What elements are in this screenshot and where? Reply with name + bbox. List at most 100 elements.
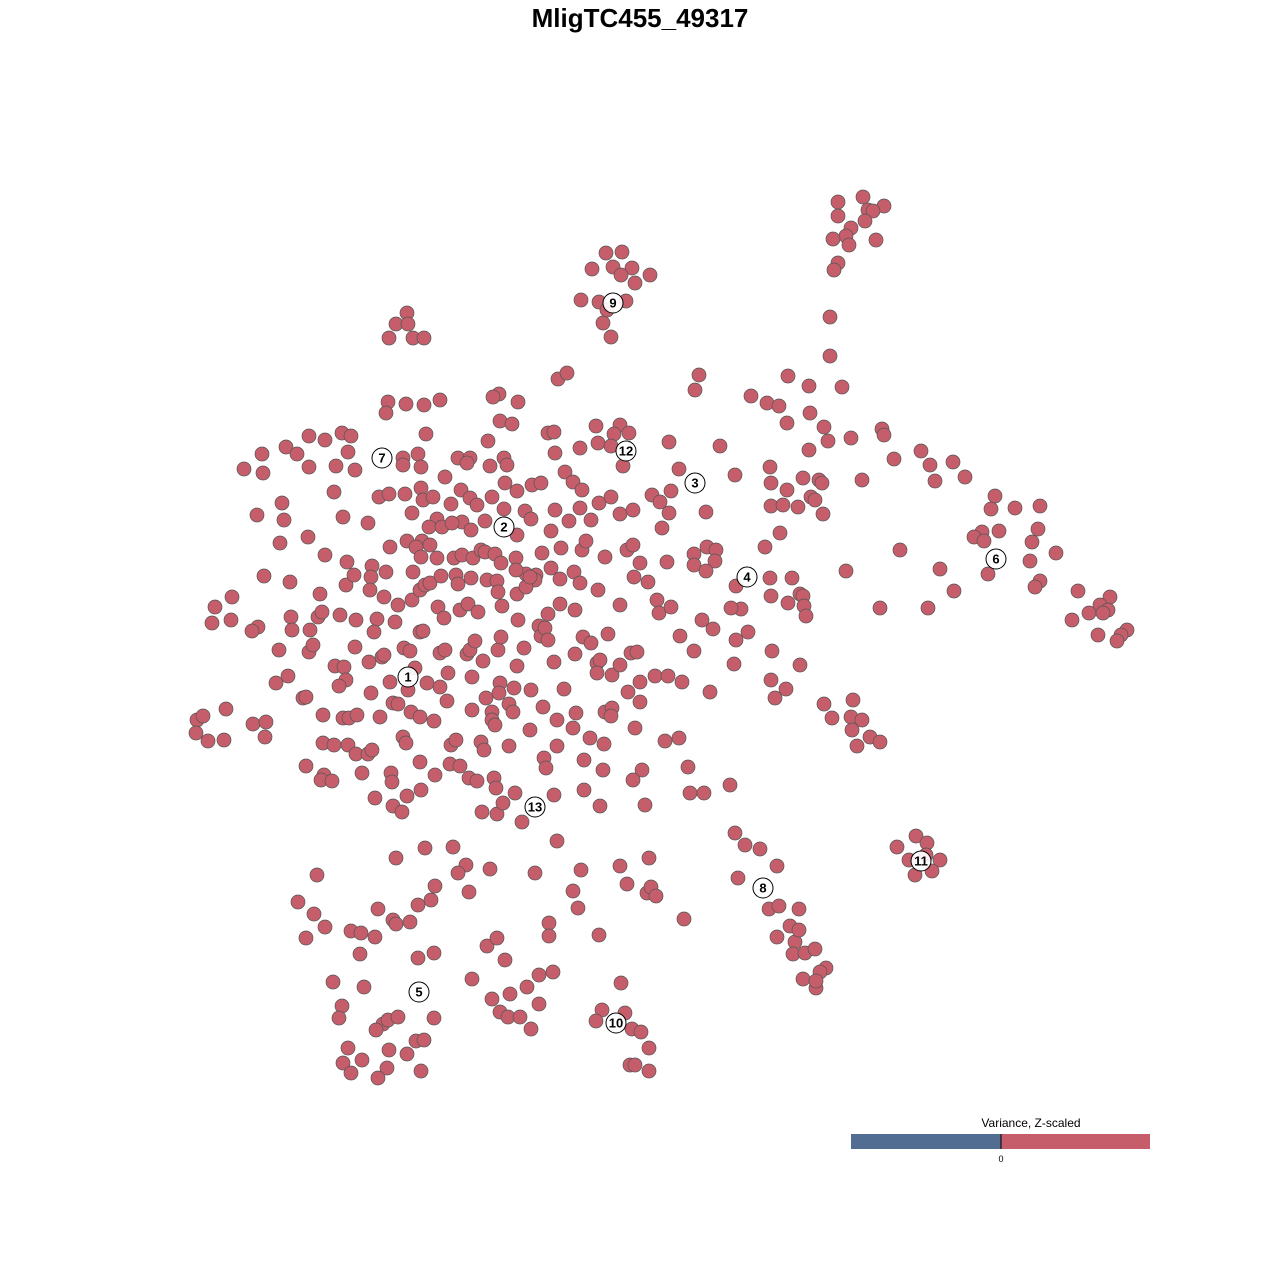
data-point	[568, 705, 584, 721]
data-point	[535, 699, 551, 715]
data-point	[340, 1040, 356, 1056]
data-point	[527, 865, 543, 881]
data-point	[474, 804, 490, 820]
data-point	[367, 929, 383, 945]
data-point	[1027, 579, 1043, 595]
data-point	[1095, 605, 1111, 621]
data-point	[771, 398, 787, 414]
data-point	[366, 624, 382, 640]
cluster-label-badge	[684, 472, 706, 494]
data-point	[572, 440, 588, 456]
data-point	[534, 545, 550, 561]
data-point	[657, 733, 673, 749]
data-point	[478, 690, 494, 706]
data-point	[945, 454, 961, 470]
data-point	[254, 446, 270, 462]
data-point	[413, 459, 429, 475]
data-point	[573, 292, 589, 308]
data-point	[648, 888, 664, 904]
data-point	[512, 1009, 528, 1025]
data-point	[543, 560, 559, 576]
data-point	[1022, 553, 1038, 569]
cluster-label-badge	[602, 292, 624, 314]
data-point	[398, 396, 414, 412]
data-point	[390, 1009, 406, 1025]
data-point	[844, 722, 860, 738]
data-point	[1109, 633, 1125, 649]
data-point	[546, 654, 562, 670]
data-point	[347, 639, 363, 655]
data-point	[361, 654, 377, 670]
data-point	[395, 457, 411, 473]
data-point	[413, 782, 429, 798]
data-point	[612, 597, 628, 613]
data-point	[335, 509, 351, 525]
data-point	[889, 839, 905, 855]
data-point	[826, 262, 842, 278]
data-point	[686, 557, 702, 573]
cluster-label-text: 11	[914, 854, 928, 869]
data-point	[687, 382, 703, 398]
data-point	[463, 570, 479, 586]
data-point	[509, 483, 525, 499]
data-point	[362, 582, 378, 598]
data-point	[274, 495, 290, 511]
data-point	[694, 612, 710, 628]
data-point	[822, 348, 838, 364]
data-point	[540, 632, 556, 648]
data-point	[798, 608, 814, 624]
data-point	[436, 610, 452, 626]
data-point	[339, 554, 355, 570]
cluster-label-badge	[615, 440, 637, 462]
data-point	[824, 710, 840, 726]
data-point	[268, 675, 284, 691]
cluster-label-12: 12	[615, 440, 637, 462]
data-point	[546, 787, 562, 803]
cluster-label-badge	[736, 566, 758, 588]
data-point	[487, 717, 503, 733]
cluster-label-badge	[985, 548, 1007, 570]
data-point	[590, 435, 606, 451]
data-point	[387, 614, 403, 630]
data-point	[284, 622, 300, 638]
data-point	[418, 426, 434, 442]
data-point	[553, 540, 569, 556]
data-point	[381, 330, 397, 346]
data-point	[573, 862, 589, 878]
data-point	[381, 486, 397, 502]
data-point	[271, 642, 287, 658]
data-point	[326, 737, 342, 753]
data-point	[712, 438, 728, 454]
data-point	[908, 828, 924, 844]
data-point	[450, 576, 466, 592]
data-point	[570, 900, 586, 916]
data-point	[663, 483, 679, 499]
data-point	[543, 523, 559, 539]
data-point	[485, 389, 501, 405]
cluster-label-13: 13	[524, 796, 546, 818]
data-point	[674, 674, 690, 690]
data-point	[305, 637, 321, 653]
data-point	[619, 876, 635, 892]
data-point	[772, 525, 788, 541]
data-point	[298, 758, 314, 774]
cluster-label-8: 8	[752, 877, 774, 899]
data-point	[691, 367, 707, 383]
data-point	[769, 929, 785, 945]
data-point	[1090, 627, 1106, 643]
data-point	[514, 814, 530, 830]
cluster-label-text: 7	[378, 451, 385, 466]
data-point	[257, 729, 273, 745]
data-point	[595, 762, 611, 778]
data-point	[484, 489, 500, 505]
data-point	[394, 804, 410, 820]
data-point	[378, 564, 394, 580]
data-point	[723, 600, 739, 616]
data-point	[661, 505, 677, 521]
data-point	[791, 901, 807, 917]
data-point	[727, 825, 743, 841]
data-point	[463, 522, 479, 538]
data-point	[218, 701, 234, 717]
data-point	[728, 632, 744, 648]
